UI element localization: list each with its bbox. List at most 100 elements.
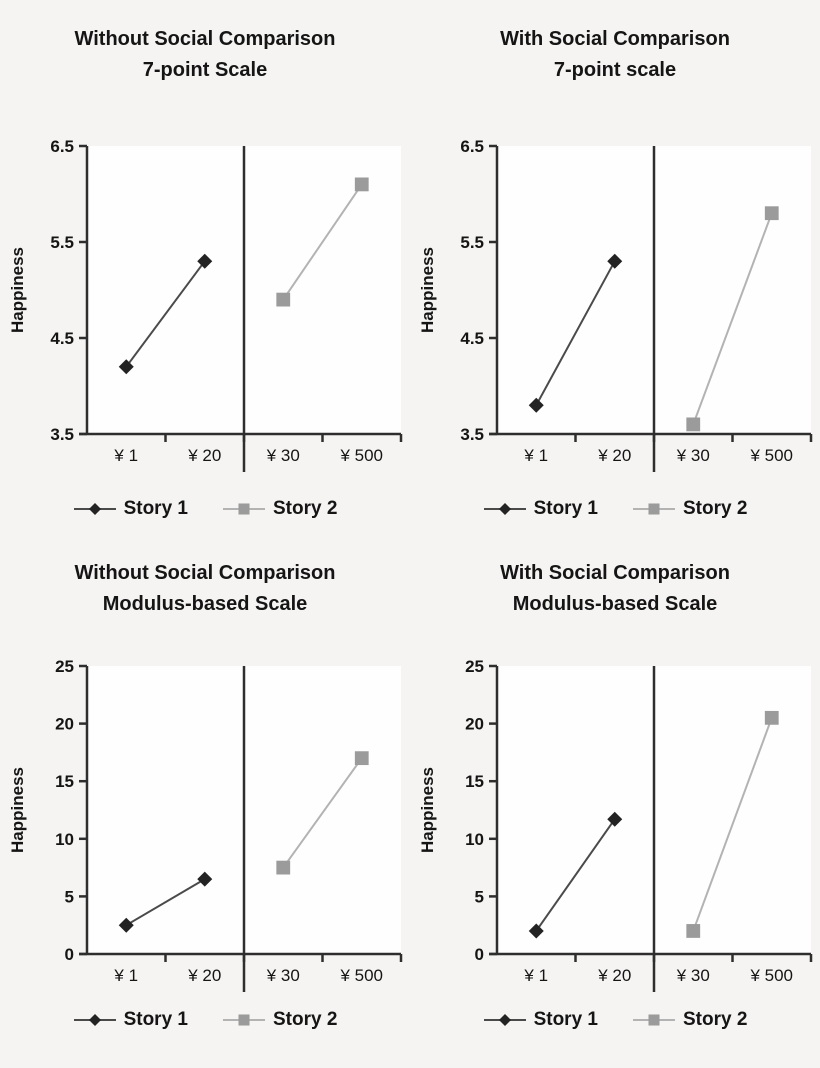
x-tick-label: ¥ 1 [113, 966, 138, 985]
story1-diamond-marker-icon [483, 1014, 526, 1026]
series-line [282, 183, 363, 301]
y-tick-label: 4.5 [50, 329, 74, 348]
data-point-marker [686, 417, 701, 432]
x-tick-label: ¥ 1 [523, 966, 548, 985]
chart-title: Without Social Comparison Modulus-based S… [75, 558, 336, 620]
y-tick-label: 5 [475, 887, 484, 906]
series-line [535, 260, 616, 406]
legend-marker [648, 1014, 660, 1026]
story1-diamond-marker-icon [483, 503, 526, 515]
y-tick-label: 20 [55, 715, 74, 734]
data-point-marker [607, 253, 623, 269]
legend-item-story1: Story 1 [483, 498, 598, 520]
y-tick-label: 0 [475, 945, 484, 964]
x-tick-label: ¥ 20 [187, 446, 221, 465]
data-point-marker [118, 359, 134, 375]
x-tick-label: ¥ 500 [749, 966, 793, 985]
x-tick-label: ¥ 30 [676, 446, 710, 465]
data-point-marker [197, 871, 213, 887]
y-tick-label: 3.5 [50, 425, 74, 444]
data-point-marker [528, 923, 544, 939]
legend-label: Story 2 [683, 1009, 748, 1030]
legend-item-story2: Story 2 [222, 498, 337, 520]
line-chart: 0 5 10 15 20 25 ¥ 1 ¥ 20 ¥ 30 ¥ 500 Happiness [8, 657, 403, 992]
story2-square-marker-icon [633, 1014, 675, 1026]
x-tick-label: ¥ 30 [266, 446, 300, 465]
x-tick-label: ¥ 20 [187, 966, 221, 985]
legend: Story 1 Story 2 [483, 1009, 747, 1031]
legend-marker [648, 503, 660, 515]
y-axis-title: Happiness [8, 767, 27, 853]
story2-square-marker-icon [223, 503, 265, 515]
data-point-marker [607, 811, 623, 827]
legend: Story 1 Story 2 [483, 498, 747, 520]
data-point-marker [276, 860, 291, 875]
legend-label: Story 1 [123, 1009, 188, 1030]
y-tick-label: 6.5 [50, 137, 74, 156]
x-tick-label: ¥ 500 [749, 446, 793, 465]
line-chart: 3.5 4.5 5.5 6.5 ¥ 1 ¥ 20 ¥ 30 ¥ 500 Happiness [418, 137, 813, 472]
legend-marker [88, 1014, 101, 1026]
story2-square-marker-icon [223, 1014, 265, 1026]
legend-marker [498, 503, 511, 515]
chart-title-line2: Modulus-based Scale [102, 593, 308, 615]
legend-marker [238, 503, 250, 515]
series-line [692, 717, 773, 932]
legend-item-story1: Story 1 [73, 498, 188, 520]
y-tick-label: 15 [55, 772, 74, 791]
y-tick-label: 6.5 [460, 137, 484, 156]
x-tick-label: ¥ 1 [523, 446, 548, 465]
x-tick-label: ¥ 30 [676, 966, 710, 985]
chart-panel-without-social-7point: Without Social Comparison 7-point Scale 3… [0, 0, 410, 534]
y-axis-title: Happiness [418, 767, 437, 853]
line-chart: 3.5 4.5 5.5 6.5 ¥ 1 ¥ 20 ¥ 30 ¥ 500 Happiness [8, 137, 403, 472]
data-point-marker [276, 292, 291, 307]
series-line [535, 818, 616, 932]
data-point-marker [354, 177, 369, 192]
legend: Story 1 Story 2 [73, 498, 337, 520]
y-tick-label: 10 [55, 830, 74, 849]
chart-title: Without Social Comparison 7-point Scale [75, 24, 336, 86]
data-point-marker [764, 206, 779, 221]
y-tick-label: 25 [465, 657, 484, 676]
y-tick-label: 15 [465, 772, 484, 791]
series-line [125, 878, 206, 927]
y-tick-label: 25 [55, 657, 74, 676]
y-tick-label: 5 [65, 887, 74, 906]
x-tick-label: ¥ 500 [339, 446, 383, 465]
story1-diamond-marker-icon [73, 1014, 116, 1026]
chart-title-line1: With Social Comparison [500, 28, 730, 50]
data-point-marker [528, 397, 544, 413]
x-tick-label: ¥ 30 [266, 966, 300, 985]
x-tick-label: ¥ 1 [113, 446, 138, 465]
chart-title-line1: Without Social Comparison [74, 562, 336, 584]
chart-title-line1: With Social Comparison [500, 562, 730, 584]
legend-item-story2: Story 2 [632, 1009, 747, 1031]
legend: Story 1 Story 2 [73, 1009, 337, 1031]
legend-label: Story 1 [533, 1009, 598, 1030]
y-tick-label: 5.5 [50, 233, 74, 252]
story1-diamond-marker-icon [73, 503, 116, 515]
x-tick-label: ¥ 20 [597, 446, 631, 465]
legend-marker [498, 1014, 511, 1026]
y-tick-label: 5.5 [460, 233, 484, 252]
y-axis-title: Happiness [418, 247, 437, 333]
y-tick-label: 20 [465, 715, 484, 734]
y-tick-label: 4.5 [460, 329, 484, 348]
chart-title: With Social Comparison Modulus-based Scal… [500, 558, 730, 620]
legend-item-story2: Story 2 [632, 498, 747, 520]
legend-item-story1: Story 1 [73, 1009, 188, 1031]
legend-item-story2: Story 2 [222, 1009, 337, 1031]
series-line [692, 212, 773, 425]
legend-marker [238, 1014, 250, 1026]
chart-panel-with-social-modulus: With Social Comparison Modulus-based Scal… [410, 534, 820, 1068]
legend-label: Story 2 [683, 498, 748, 519]
chart-title-line2: Modulus-based Scale [512, 593, 718, 615]
y-axis-title: Happiness [8, 247, 27, 333]
legend-label: Story 2 [273, 1009, 338, 1030]
data-point-marker [764, 710, 779, 725]
chart-title-line2: 7-point Scale [142, 59, 268, 81]
legend-label: Story 1 [533, 498, 598, 519]
chart-title-line1: Without Social Comparison [74, 28, 336, 50]
